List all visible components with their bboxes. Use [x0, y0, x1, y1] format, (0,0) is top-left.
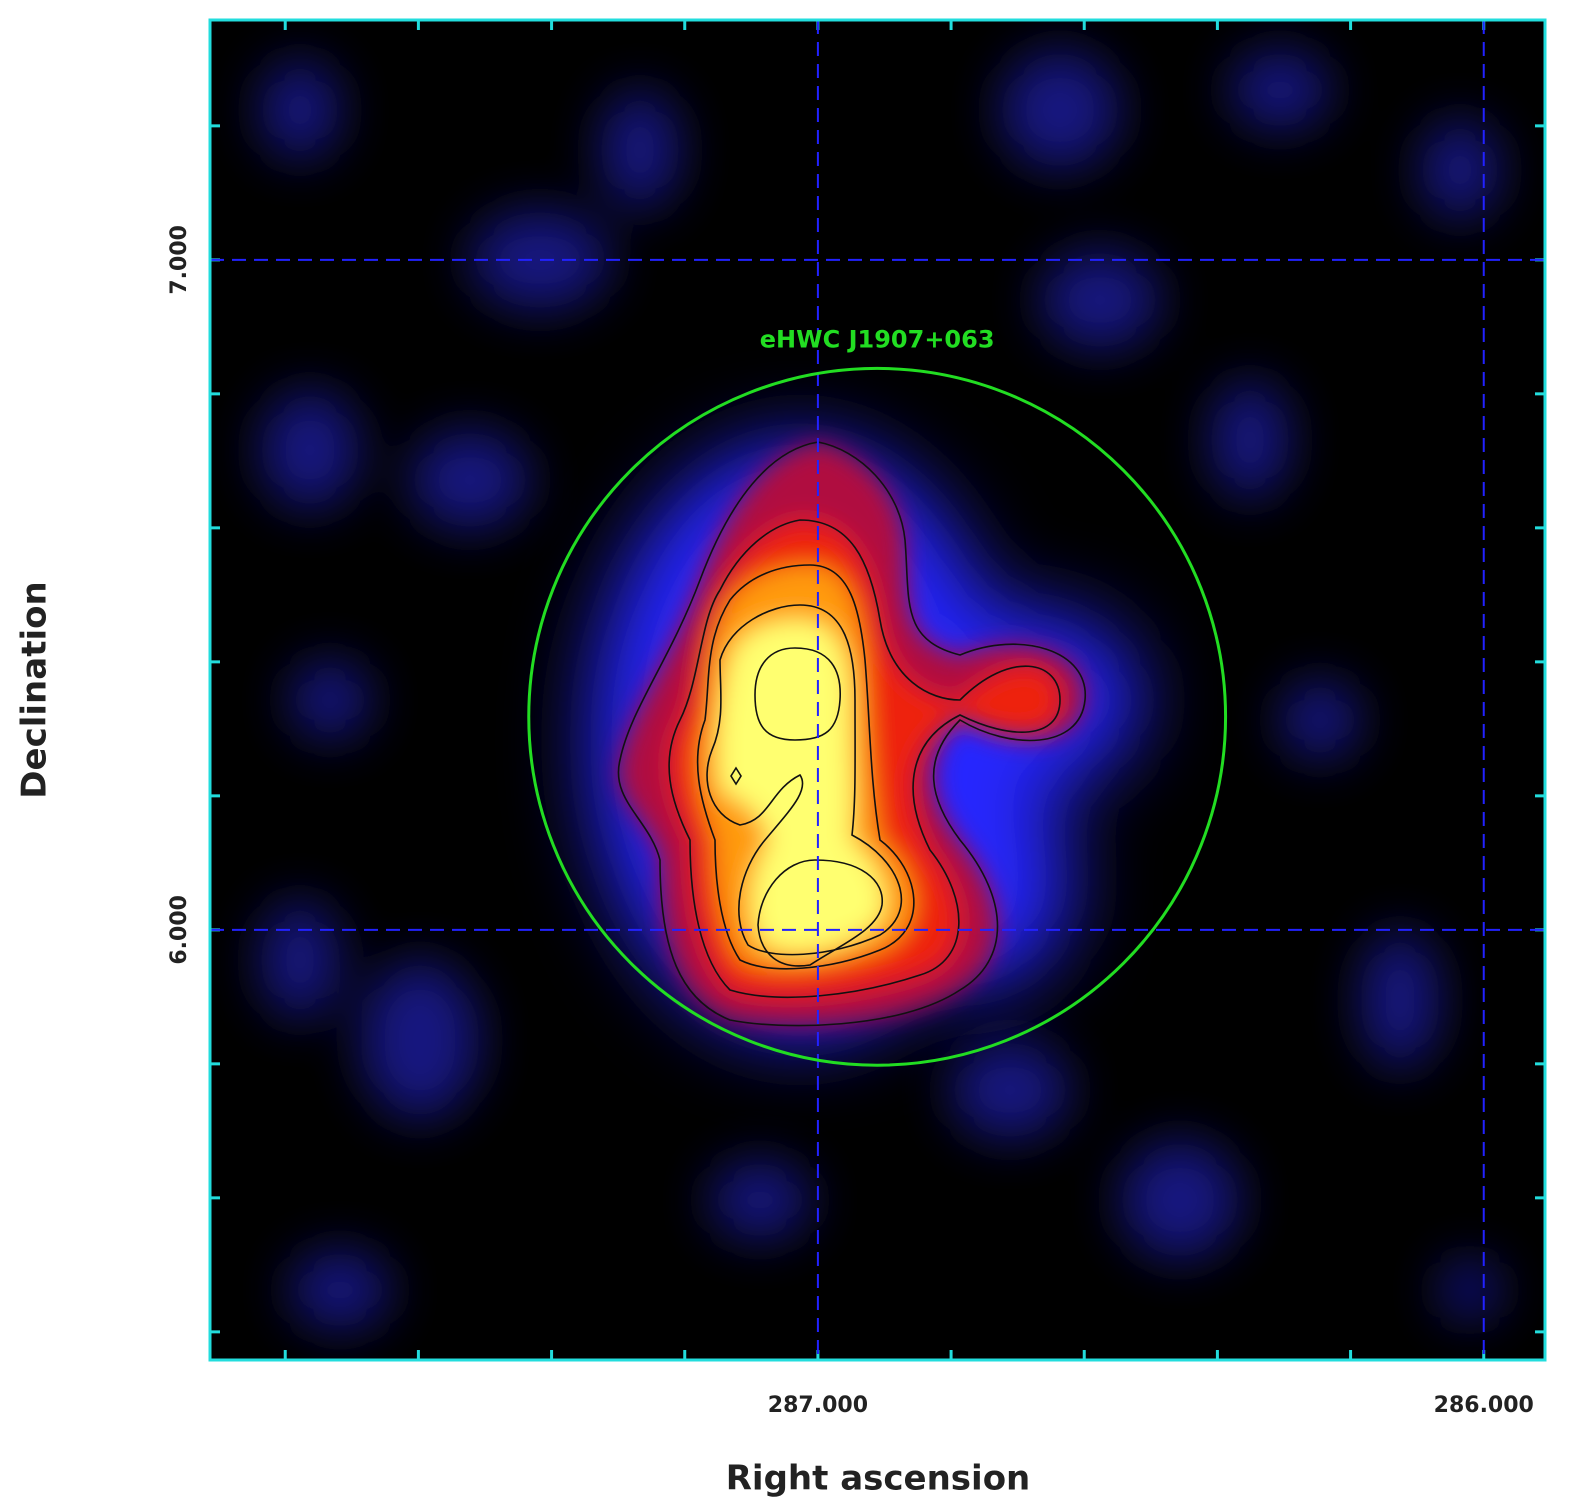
contours [617, 441, 1086, 1027]
x-tick-label: 287.000 [768, 1393, 868, 1418]
y-axis-label: Declination [15, 581, 55, 798]
x-tick-label: 286.000 [1434, 1393, 1534, 1418]
y-tick-label: 6.000 [167, 895, 192, 965]
plot-frame [208, 18, 1547, 1362]
source-region [527, 366, 1228, 1067]
y-tick-label: 7.000 [167, 225, 192, 295]
sky-image [210, 20, 1545, 1360]
source-label: eHWC J1907+063 [760, 325, 995, 353]
overlay: eHWC J1907+063 [210, 20, 1545, 1360]
x-axis-label: Right ascension [726, 1459, 1031, 1499]
